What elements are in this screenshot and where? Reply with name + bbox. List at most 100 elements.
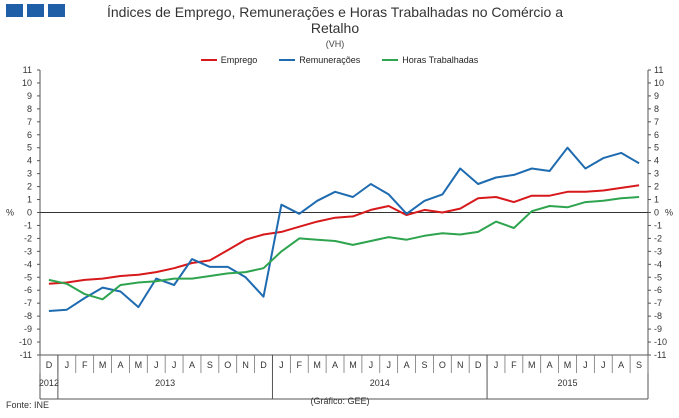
legend-label: Horas Trabalhadas [402, 55, 479, 65]
y-tick-label-right: -3 [654, 246, 662, 256]
x-tick-label: J [279, 360, 284, 370]
y-tick-label-left: -2 [24, 233, 32, 243]
logo-block [6, 4, 23, 17]
y-tick-label-right: 9 [654, 91, 659, 101]
x-tick-label: A [117, 360, 123, 370]
y-tick-label-left: -4 [24, 259, 32, 269]
x-tick-label: M [135, 360, 143, 370]
y-tick-label-right: -8 [654, 311, 662, 321]
x-tick-label: M [528, 360, 536, 370]
x-tick-label: M [564, 360, 572, 370]
y-tick-label-right: 6 [654, 130, 659, 140]
logo-block [27, 4, 44, 17]
y-tick-label-left: 0 [27, 208, 32, 218]
x-tick-label: O [439, 360, 446, 370]
x-tick-label: F [511, 360, 517, 370]
x-tick-label: A [547, 360, 553, 370]
series-line-horas-trabalhadas [48, 196, 640, 301]
y-tick-label-left: 3 [27, 169, 32, 179]
y-tick-label-left: 2 [27, 182, 32, 192]
y-tick-label-right: -5 [654, 272, 662, 282]
x-tick-label: S [421, 360, 427, 370]
y-tick-label-left: -9 [24, 324, 32, 334]
y-tick-label-right: 11 [654, 65, 663, 75]
y-tick-label-left: -8 [24, 311, 32, 321]
y-axis-title-left: % [6, 208, 14, 218]
y-tick-label-left: -10 [19, 337, 32, 347]
y-tick-label-left: 1 [27, 195, 32, 205]
legend-swatch [279, 59, 296, 61]
series-line-remunera-es [48, 146, 640, 312]
y-tick-label-left: 4 [27, 156, 32, 166]
x-tick-label: J [494, 360, 499, 370]
x-tick-label: M [349, 360, 357, 370]
y-tick-label-left: -11 [20, 350, 32, 360]
x-tick-label: N [457, 360, 464, 370]
y-tick-label-left: 9 [27, 91, 32, 101]
legend-item: Remunerações [279, 55, 360, 65]
x-tick-label: O [224, 360, 231, 370]
x-tick-label: A [332, 360, 338, 370]
x-tick-label: D [475, 360, 482, 370]
y-tick-label-left: 7 [27, 117, 32, 127]
legend-label: Emprego [220, 55, 258, 65]
logo [6, 4, 65, 17]
y-tick-label-left: 6 [27, 130, 32, 140]
x-tick-label: J [154, 360, 159, 370]
y-tick-label-right: 10 [654, 78, 664, 88]
x-tick-label: J [601, 360, 606, 370]
x-tick-label: M [313, 360, 321, 370]
y-tick-label-right: -4 [654, 259, 662, 269]
x-tick-label: J [369, 360, 374, 370]
y-tick-label-left: -3 [24, 246, 32, 256]
y-axis-title-right: % [665, 208, 673, 218]
x-tick-label: A [618, 360, 624, 370]
x-tick-label: S [207, 360, 213, 370]
chart-title-line2: Retalho [310, 20, 360, 36]
legend-item: Horas Trabalhadas [382, 55, 478, 65]
y-tick-label-right: 8 [654, 104, 659, 114]
y-tick-label-left: 11 [23, 65, 32, 75]
x-tick-label: D [260, 360, 267, 370]
y-tick-label-right: -9 [654, 324, 662, 334]
y-tick-label-left: 5 [27, 143, 32, 153]
x-tick-label: J [172, 360, 177, 370]
legend-label: Remunerações [299, 55, 361, 65]
x-tick-label: J [386, 360, 391, 370]
x-tick-label: F [297, 360, 303, 370]
y-tick-label-right: 3 [654, 169, 659, 179]
x-tick-label: S [636, 360, 642, 370]
y-tick-label-right: 4 [654, 156, 659, 166]
source-note: Fonte: INE [6, 400, 50, 410]
legend-swatch [200, 59, 217, 61]
y-tick-label-left: -6 [24, 285, 32, 295]
y-tick-label-right: 0 [654, 208, 659, 218]
year-label: 2014 [370, 378, 390, 388]
y-tick-label-left: 10 [22, 78, 32, 88]
y-tick-label-right: -2 [654, 233, 662, 243]
y-tick-label-right: 2 [654, 182, 659, 192]
x-tick-label: M [99, 360, 107, 370]
y-tick-label-right: -7 [654, 298, 662, 308]
y-tick-label-left: -1 [24, 220, 32, 230]
y-tick-label-left: -5 [24, 272, 32, 282]
x-tick-label: J [65, 360, 70, 370]
chart-title-line1: Índices de Emprego, Remunerações e Horas… [106, 4, 564, 20]
year-label: 2013 [155, 378, 175, 388]
y-tick-label-left: -7 [24, 298, 32, 308]
legend-item: Emprego [200, 55, 258, 65]
y-tick-label-right: -10 [654, 337, 667, 347]
x-tick-label: D [46, 360, 53, 370]
chart-title: Índices de Emprego, Remunerações e Horas… [80, 4, 590, 36]
y-tick-label-right: 7 [654, 117, 659, 127]
x-tick-label: F [82, 360, 88, 370]
x-tick-label: N [242, 360, 249, 370]
chart-credit: (Gráfico: GEE) [310, 396, 370, 406]
y-tick-label-right: -1 [654, 220, 662, 230]
year-label: 2012 [39, 378, 59, 388]
logo-block [48, 4, 65, 17]
y-tick-label-right: -11 [654, 350, 666, 360]
series-line-emprego [48, 184, 640, 285]
y-tick-label-right: 5 [654, 143, 659, 153]
